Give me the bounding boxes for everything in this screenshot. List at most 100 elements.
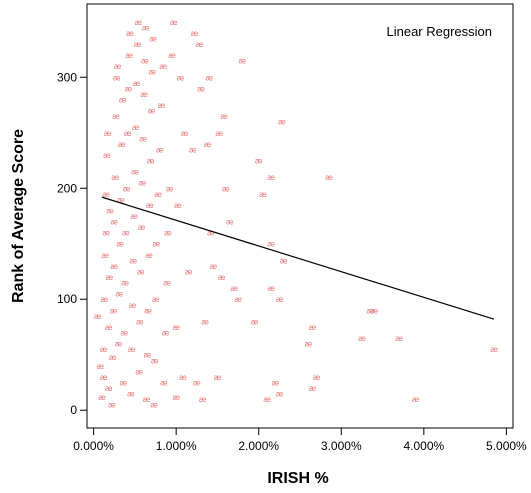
data-point: æ [148, 68, 156, 77]
data-point: æ [120, 329, 128, 338]
data-point: æ [160, 379, 168, 388]
data-point: æ [313, 373, 321, 382]
data-point: æ [209, 262, 217, 271]
data-point: æ [176, 73, 184, 82]
data-point: æ [395, 334, 403, 343]
data-point: æ [110, 262, 118, 271]
data-point: æ [115, 290, 123, 299]
data-point: æ [113, 73, 121, 82]
data-point: æ [102, 190, 110, 199]
data-point: æ [195, 40, 203, 49]
x-tick-label: 3.000% [321, 439, 362, 453]
data-point: æ [96, 362, 104, 371]
data-point: æ [172, 323, 180, 332]
data-point: æ [117, 195, 125, 204]
data-point: æ [275, 390, 283, 399]
data-point: æ [259, 190, 267, 199]
data-point: æ [119, 379, 127, 388]
data-point: æ [142, 395, 150, 404]
data-point: æ [156, 145, 164, 154]
data-point: æ [412, 395, 420, 404]
data-point: æ [267, 240, 275, 249]
data-point: æ [146, 201, 154, 210]
data-point: æ [145, 251, 153, 260]
data-point: æ [152, 240, 160, 249]
data-point: æ [140, 90, 148, 99]
data-point: æ [139, 134, 147, 143]
data-point: æ [112, 112, 120, 121]
data-point: æ [204, 140, 212, 149]
data-point: æ [121, 279, 129, 288]
data-point: æ [234, 295, 242, 304]
x-tick-label: 2.000% [238, 439, 279, 453]
data-point: æ [151, 356, 159, 365]
data-point: æ [130, 212, 138, 221]
plot-area [86, 3, 514, 429]
data-point: æ [105, 323, 113, 332]
data-point: æ [222, 184, 230, 193]
data-point: æ [170, 18, 178, 27]
data-point: æ [215, 129, 223, 138]
data-point: æ [133, 40, 141, 49]
data-point: æ [111, 173, 119, 182]
data-point: æ [161, 329, 169, 338]
data-point: æ [308, 323, 316, 332]
x-axis-ticks: 0.000% 1.000% 2.000% 3.000% 4.000% 5.000% [73, 428, 527, 453]
data-point: æ [109, 353, 117, 362]
data-point: æ [124, 129, 132, 138]
x-axis-title: IRISH % [267, 470, 328, 487]
data-point: æ [267, 173, 275, 182]
data-point: æ [164, 229, 172, 238]
x-tick-label: 5.000% [486, 439, 527, 453]
data-point: æ [136, 317, 144, 326]
data-point: æ [157, 101, 165, 110]
data-point: æ [141, 57, 149, 66]
data-point: æ [102, 229, 110, 238]
data-point: æ [101, 251, 109, 260]
data-point: æ [100, 373, 108, 382]
data-point: æ [132, 123, 140, 132]
data-point: æ [100, 345, 108, 354]
data-point: æ [110, 218, 118, 227]
data-point: æ [267, 284, 275, 293]
data-point: æ [129, 256, 137, 265]
y-axis-ticks: 0 100 200 300 [57, 70, 87, 417]
data-point: æ [201, 317, 209, 326]
data-point: æ [138, 179, 146, 188]
data-point: æ [159, 62, 167, 71]
data-point: æ [163, 279, 171, 288]
data-point: æ [144, 306, 152, 315]
data-point: æ [174, 201, 182, 210]
x-tick-label: 0.000% [73, 439, 114, 453]
data-point: æ [304, 340, 312, 349]
data-point: æ [358, 334, 366, 343]
data-point: æ [275, 295, 283, 304]
data-point: æ [172, 393, 180, 402]
data-point: æ [108, 401, 116, 410]
data-point: æ [133, 79, 141, 88]
data-point: æ [220, 112, 228, 121]
data-point: æ [370, 306, 378, 315]
data-point: æ [278, 118, 286, 127]
data-point: æ [189, 145, 197, 154]
y-axis-title: Rank of Average Score [10, 129, 27, 303]
data-point: æ [190, 29, 198, 38]
data-point: æ [125, 51, 133, 60]
data-point: æ [137, 268, 145, 277]
data-point: æ [98, 393, 106, 402]
data-point: æ [154, 190, 162, 199]
data-point: æ [94, 312, 102, 321]
data-point: æ [135, 367, 143, 376]
y-tick-label: 100 [57, 292, 77, 306]
regression-annotation: Linear Regression [386, 24, 492, 39]
data-point: æ [251, 317, 259, 326]
data-point: æ [218, 273, 226, 282]
data-point: æ [197, 84, 205, 93]
data-point: æ [147, 107, 155, 116]
data-point: æ [271, 379, 279, 388]
data-point: æ [142, 23, 150, 32]
data-point: æ [116, 240, 124, 249]
data-point: æ [152, 295, 160, 304]
data-point: æ [308, 384, 316, 393]
